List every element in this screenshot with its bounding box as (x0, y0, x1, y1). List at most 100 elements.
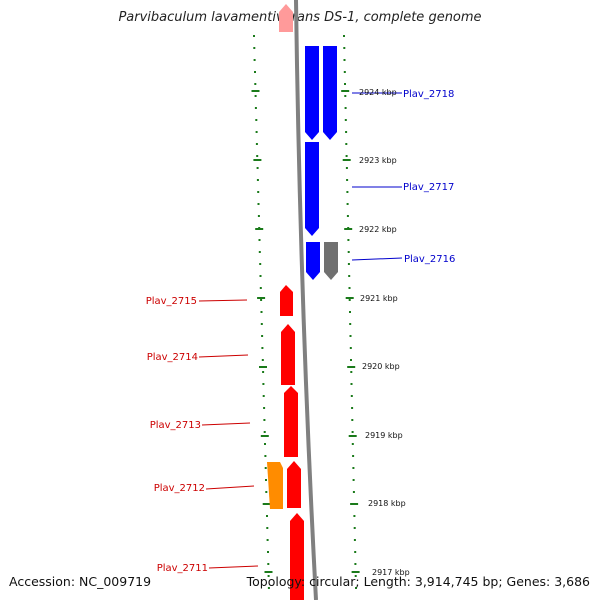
gene-label-plav-2715[interactable]: Plav_2715 (146, 296, 197, 307)
tick-dot (263, 419, 266, 421)
tick-major (345, 297, 354, 299)
gene-arrow-plav-2714 (281, 324, 295, 385)
leader-line (205, 485, 255, 490)
tick-dot (254, 95, 257, 97)
tick-dot (353, 515, 356, 517)
tick-dot (261, 347, 264, 349)
tick-dot (267, 551, 269, 553)
gene-arrow-plav-2717 (305, 142, 319, 236)
tick-dot (257, 191, 260, 193)
tick-dot (266, 527, 269, 529)
tick-dot (260, 311, 263, 313)
scale-label: 2918 kbp (368, 499, 406, 508)
tick-dot (262, 383, 265, 385)
tick-dot (346, 203, 349, 205)
tick-major (347, 366, 356, 368)
tick-dot (354, 575, 357, 577)
tick-dot (351, 443, 354, 445)
left-tick-track (251, 35, 273, 589)
tick-dot (343, 35, 345, 37)
tick-dot (255, 131, 258, 133)
gene-label-plav-2716[interactable]: Plav_2716 (404, 254, 455, 265)
tick-dot (265, 479, 267, 481)
gene-arrow-plav-2716 (306, 242, 320, 280)
tick-dot (260, 299, 263, 301)
topology-summary: Topology: circular; Length: 3,914,745 bp… (246, 574, 590, 589)
scale-label: 2919 kbp (365, 431, 403, 440)
pseudo-gene-arrow (324, 242, 338, 280)
tick-dot (352, 479, 355, 481)
tick-major (251, 90, 260, 92)
tick-dot (260, 323, 263, 325)
gene-label-plav-2718[interactable]: Plav_2718 (403, 89, 454, 100)
accession-text: Accession: NC_009719 (9, 574, 152, 589)
tick-dot (348, 275, 351, 277)
tick-major (341, 90, 350, 92)
tick-major (259, 366, 267, 368)
tick-dot (264, 467, 267, 469)
tick-dot (343, 47, 346, 49)
map-title: Parvibaculum lavamentivorans DS-1, compl… (118, 10, 482, 25)
tick-dot (344, 95, 347, 97)
leader-line (351, 257, 403, 261)
tick-dot (345, 155, 348, 157)
tick-dot (259, 287, 262, 289)
tick-dot (349, 311, 351, 313)
tick-dot (352, 491, 355, 493)
gene-arrow (323, 46, 337, 140)
tick-dot (264, 455, 267, 457)
tick-dot (354, 563, 357, 565)
tick-dot (343, 59, 346, 61)
tick-dot (351, 419, 354, 421)
tick-dot (348, 287, 351, 289)
tick-dot (350, 371, 353, 373)
tick-major (351, 571, 360, 573)
tick-dot (352, 455, 355, 457)
tick-dot (347, 251, 350, 253)
tick-dot (257, 215, 260, 217)
gene-label-plav-2713[interactable]: Plav_2713 (150, 420, 201, 431)
tick-dot (349, 323, 352, 325)
tick-dot (267, 575, 270, 577)
tick-major (350, 503, 359, 505)
tick-dot (255, 143, 258, 145)
tick-dot (253, 47, 256, 49)
tick-dot (349, 335, 352, 337)
tick-dot (264, 443, 266, 445)
gene-arrow-plav-2711 (290, 513, 304, 600)
tick-dot (346, 215, 349, 217)
tick-dot (347, 239, 350, 241)
gene-label-plav-2714[interactable]: Plav_2714 (147, 352, 198, 363)
genome-backbone (294, 0, 318, 600)
tick-dot (259, 263, 262, 265)
leader-line (201, 422, 251, 426)
gene-label-plav-2711[interactable]: Plav_2711 (157, 563, 208, 574)
tick-dot (344, 119, 347, 121)
scale-label: 2920 kbp (362, 362, 400, 371)
tick-major (255, 228, 264, 230)
tick-dot (267, 563, 270, 565)
tick-dot (346, 191, 349, 193)
tick-dot (346, 179, 349, 181)
right-tick-track (341, 35, 360, 589)
gene-label-plav-2712[interactable]: Plav_2712 (154, 483, 205, 494)
tick-major (257, 297, 266, 299)
tick-dot (352, 467, 355, 469)
tick-dot (259, 275, 262, 277)
gene-arrow-plav-2715 (280, 285, 293, 316)
tick-dot (261, 335, 264, 337)
tick-dot (345, 131, 348, 133)
tick-dot (266, 515, 268, 517)
tick-dot (256, 167, 259, 169)
tick-dot (255, 119, 258, 121)
scale-label: 2917 kbp (372, 568, 410, 577)
tick-dot (253, 59, 256, 61)
gene-arrow-plav-2712 (287, 461, 301, 508)
tick-dot (265, 491, 268, 493)
tick-dot (354, 551, 357, 553)
tick-dot (262, 395, 265, 397)
tick-major (260, 435, 269, 437)
gene-label-plav-2717[interactable]: Plav_2717 (403, 182, 454, 193)
other-gene-arrow (267, 462, 283, 509)
